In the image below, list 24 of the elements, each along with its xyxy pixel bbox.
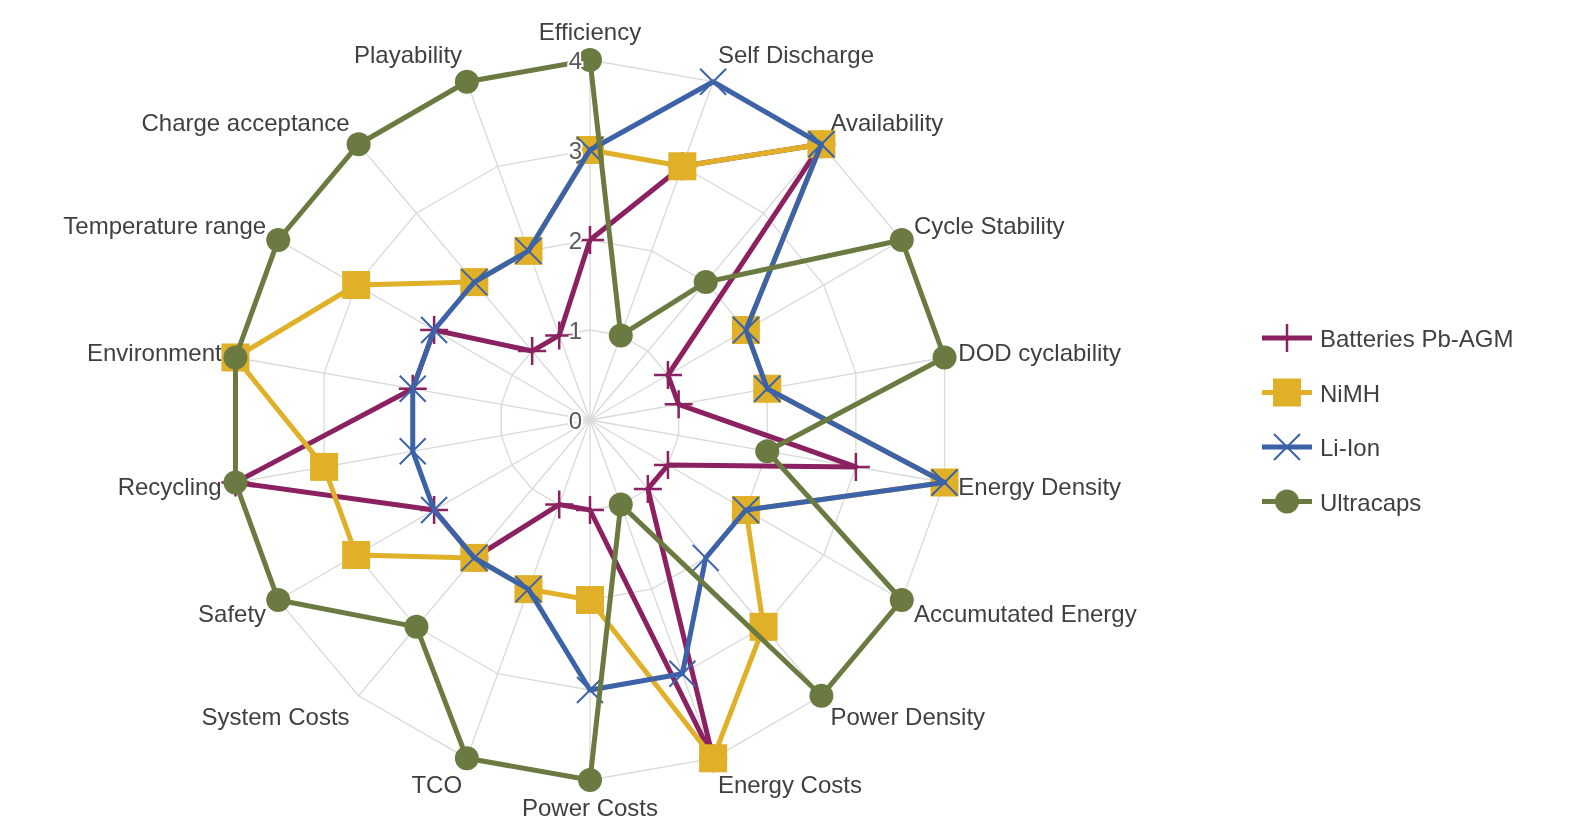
spoke-label: Accumutated Energy bbox=[913, 600, 1137, 627]
spoke-label: Efficiency bbox=[538, 18, 642, 45]
spoke-label: Energy Density bbox=[958, 473, 1122, 501]
spoke-label: Power Density bbox=[830, 703, 986, 731]
legend-label: Li-Ion bbox=[1320, 434, 1381, 461]
spoke-label: Availability bbox=[830, 108, 944, 136]
spoke-label: Temperature range bbox=[63, 212, 267, 239]
spoke-label: Power Costs bbox=[521, 794, 659, 821]
spoke-label: System Costs bbox=[201, 703, 350, 731]
spoke-label: Recycling bbox=[117, 473, 222, 501]
spoke-label: Self Discharge bbox=[717, 41, 874, 69]
spoke-label: TCO bbox=[411, 770, 463, 798]
spoke-label: Safety bbox=[198, 600, 267, 627]
legend-label: NiMH bbox=[1320, 379, 1380, 407]
legend-label: Batteries Pb-AGM bbox=[1320, 325, 1514, 352]
spoke-label: Cycle Stability bbox=[913, 212, 1065, 239]
spoke-label: Energy Costs bbox=[717, 770, 862, 798]
y-tick-label: 2 bbox=[568, 227, 582, 254]
y-tick-label: 1 bbox=[568, 317, 582, 344]
y-tick-label: 0 bbox=[568, 407, 582, 434]
legend-label: Ultracaps bbox=[1320, 488, 1422, 516]
spoke-label: DOD cyclability bbox=[958, 338, 1122, 366]
spoke-label: Playability bbox=[354, 41, 463, 69]
spoke-label: Charge acceptance bbox=[141, 108, 350, 136]
